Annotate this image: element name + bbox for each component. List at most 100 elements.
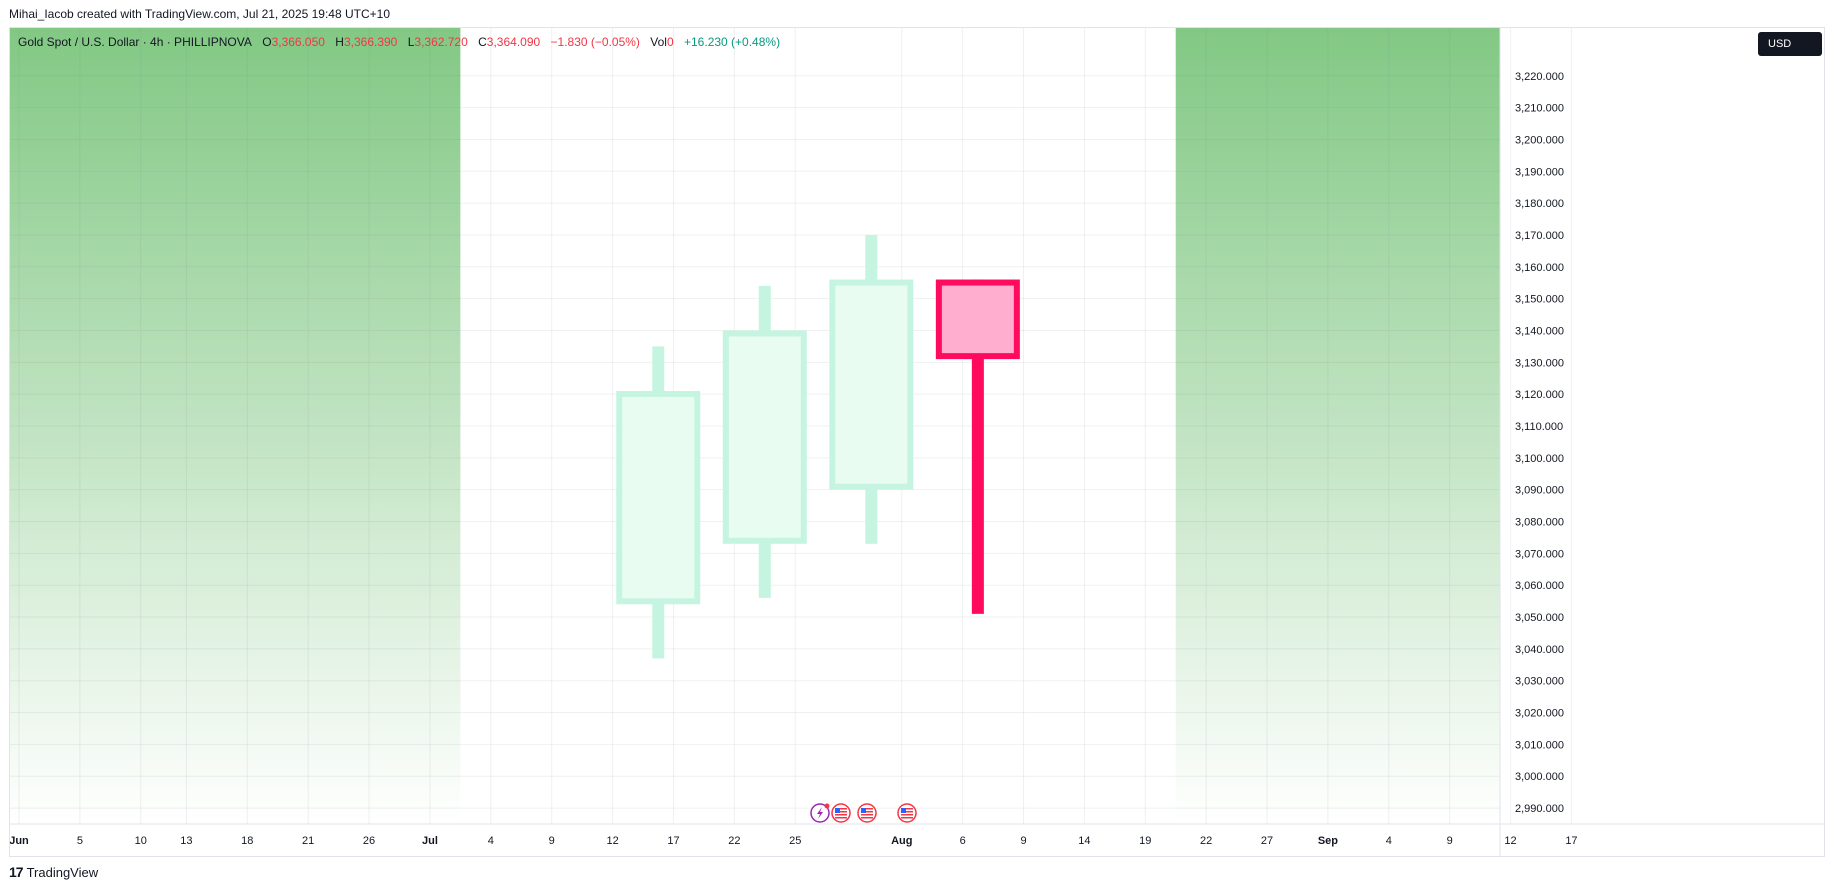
flag-stripe (901, 814, 913, 816)
y-tick-label: 3,020.000 (1515, 708, 1564, 720)
us-flag-icon (857, 803, 877, 823)
y-tick-label: 3,110.000 (1515, 421, 1563, 433)
x-tick-label: 13 (180, 835, 192, 847)
candle-body-bull (722, 330, 807, 544)
legend-high-value: 3,366.390 (343, 35, 398, 49)
x-tick-label: 12 (606, 835, 618, 847)
flag-stripe (901, 811, 913, 813)
lightning-icon (810, 803, 830, 823)
x-tick-label: 4 (488, 835, 494, 847)
flag-canton (901, 808, 906, 813)
y-tick-label: 3,090.000 (1515, 485, 1564, 497)
y-tick-label: 3,040.000 (1515, 644, 1564, 656)
legend-change: −1.830 (−0.05%) (550, 35, 640, 49)
y-tick-label: 3,050.000 (1515, 612, 1564, 624)
flag-stripe (861, 808, 873, 810)
y-tick-label: 3,000.000 (1515, 771, 1564, 783)
y-tick-label: 3,220.000 (1515, 71, 1564, 83)
chart-attribution: Mihai_Iacob created with TradingView.com… (9, 7, 390, 21)
y-tick-label: 3,200.000 (1515, 134, 1564, 146)
x-tick-label: 4 (1386, 835, 1392, 847)
flag-stripe (835, 817, 847, 819)
legend-open-label: O (262, 35, 272, 49)
flag-stripe (901, 817, 913, 819)
highlight-window (460, 28, 1176, 824)
y-tick-label: 3,150.000 (1515, 294, 1564, 306)
y-tick-label: 3,080.000 (1515, 517, 1564, 529)
y-tick-label: 3,130.000 (1515, 357, 1564, 369)
legend-open-value: 3,366.050 (271, 35, 325, 49)
x-tick-label: 10 (135, 835, 147, 847)
flag-stripe (901, 808, 913, 810)
flag-stripe (835, 808, 847, 810)
x-tick-label: 6 (960, 835, 966, 847)
x-tick-label: 17 (667, 835, 679, 847)
x-tick-label: 14 (1078, 835, 1090, 847)
flag-icon-ring (897, 803, 917, 823)
x-tick-label: 9 (549, 835, 555, 847)
x-tick-label: 9 (1447, 835, 1453, 847)
y-tick-label: 3,070.000 (1515, 548, 1564, 560)
x-tick-label: Jul (422, 835, 438, 847)
flag-icon-ring (857, 803, 877, 823)
y-tick-label: 3,030.000 (1515, 676, 1564, 688)
x-tick-label: 22 (728, 835, 740, 847)
currency-badge[interactable]: USD (1758, 32, 1822, 56)
y-tick-label: 3,210.000 (1515, 103, 1564, 115)
lightning-bolt (817, 807, 823, 819)
x-tick-label: 5 (77, 835, 83, 847)
x-tick-label: 19 (1139, 835, 1151, 847)
flag-icon-ring (831, 803, 851, 823)
footer-brand-label: TradingView (26, 864, 99, 880)
y-tick-label: 3,160.000 (1515, 262, 1564, 274)
legend-volume-value: 0 (666, 35, 674, 49)
x-tick-label: 27 (1261, 835, 1273, 847)
flag-canton (835, 808, 840, 813)
chart-area[interactable]: 2,990.000 3,000.000 3,010.000 3,020.000 3,03… (9, 27, 1825, 857)
y-tick-label: 3,140.000 (1515, 325, 1564, 337)
notification-dot (824, 803, 830, 809)
x-tick-label: Sep (1318, 835, 1338, 847)
x-tick-label: 12 (1504, 835, 1516, 847)
x-tick-label: 25 (789, 835, 801, 847)
flag-stripe (861, 811, 873, 813)
flag-stripe (861, 817, 873, 819)
legend-indicator-change: +16.230 (+0.48%) (684, 35, 781, 49)
us-flag-icon (831, 803, 851, 823)
legend-close-label: C (478, 35, 487, 49)
chart-canvas[interactable]: 2,990.000 3,000.000 3,010.000 3,020.000 3,03… (10, 28, 1825, 857)
candle-body-bull (829, 279, 914, 490)
y-tick-label: 3,190.000 (1515, 166, 1564, 178)
y-tick-label: 3,180.000 (1515, 198, 1564, 210)
x-tick-label: Aug (891, 835, 912, 847)
x-tick-label: 22 (1200, 835, 1212, 847)
y-tick-label: 3,060.000 (1515, 580, 1564, 592)
candle-body-bull (616, 390, 701, 605)
legend-close-value: 3,364.090 (486, 35, 541, 49)
legend-volume-label: Vol (650, 35, 667, 49)
tradingview-logo-icon: 17 (9, 864, 24, 880)
x-tick-label: 26 (363, 835, 375, 847)
flag-stripe (861, 814, 873, 816)
legend-low-value: 3,362.720 (414, 35, 468, 49)
chart-legend: Gold Spot / U.S. Dollar · 4h · PHILLIPNO… (18, 35, 780, 49)
y-tick-label: 3,120.000 (1515, 389, 1564, 401)
x-tick-label: Jun (10, 835, 29, 847)
flag-canton (861, 808, 866, 813)
y-tick-label: 2,990.000 (1515, 803, 1564, 815)
y-tick-label: 3,010.000 (1515, 739, 1564, 751)
legend-symbol[interactable]: Gold Spot / U.S. Dollar · 4h · PHILLIPNO… (18, 35, 252, 49)
x-tick-label: 9 (1020, 835, 1026, 847)
flag-stripe (835, 814, 847, 816)
legend-low-label: L (407, 35, 415, 49)
x-tick-label: 17 (1565, 835, 1577, 847)
legend-high-label: H (335, 35, 344, 49)
x-tick-label: 18 (241, 835, 253, 847)
y-tick-label: 3,170.000 (1515, 230, 1564, 242)
candle-body-bear (935, 279, 1020, 360)
footer-brand[interactable]: 17 TradingView (9, 864, 98, 880)
y-tick-label: 3,100.000 (1515, 453, 1564, 465)
x-tick-label: 21 (302, 835, 314, 847)
flag-stripe (835, 811, 847, 813)
us-flag-icon (897, 803, 917, 823)
